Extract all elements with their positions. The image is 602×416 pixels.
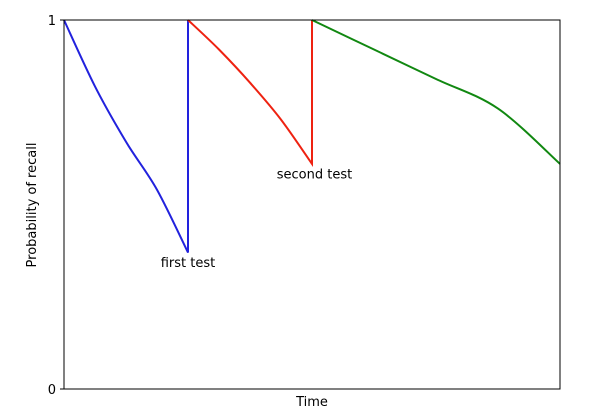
- x-axis-label: Time: [295, 395, 328, 410]
- annotations: first test second test: [161, 168, 352, 272]
- series-line-3: [311, 19, 561, 165]
- series-group: [63, 19, 561, 253]
- series-line-2: [187, 19, 313, 168]
- y-axis-ticks: 01: [48, 14, 64, 398]
- plot-frame: [63, 19, 561, 390]
- series-line-1: [63, 19, 189, 253]
- y-tick-label: 0: [48, 383, 56, 398]
- y-axis-label: Probability of recall: [25, 143, 40, 268]
- annotation-2: second test: [277, 168, 352, 183]
- y-tick-label: 1: [48, 14, 56, 29]
- annotation-1: first test: [161, 256, 216, 271]
